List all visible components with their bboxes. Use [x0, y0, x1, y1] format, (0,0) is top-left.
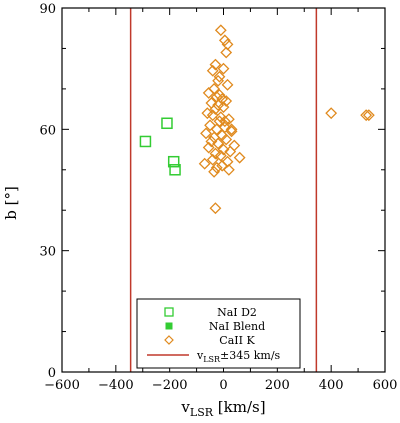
- data-point: [213, 70, 226, 83]
- legend-symbol-nai-d2: [164, 307, 174, 317]
- legend-label-nai-blend: NaI Blend: [209, 320, 265, 333]
- data-point: [233, 151, 246, 164]
- data-point: [217, 101, 230, 114]
- data-point: [218, 34, 231, 47]
- legend-label-caii-k: CaII K: [219, 334, 255, 347]
- data-point: [209, 58, 222, 71]
- data-point: [220, 133, 233, 146]
- legend-label-nai-d2: NaI D2: [217, 306, 257, 319]
- x-axis-title-rest: [km/s]: [213, 398, 266, 416]
- data-point: [216, 159, 229, 172]
- legend-box: [136, 298, 301, 369]
- data-point: [218, 115, 231, 128]
- data-point: [362, 109, 375, 122]
- axes: −600 −400 −200 0 200 400 600 0 30 60 90: [39, 2, 397, 393]
- data-point: [206, 64, 219, 77]
- data-point: [225, 125, 238, 138]
- data-point: [204, 119, 216, 132]
- data-point: [209, 202, 222, 215]
- legend-label-vlsr: vLSR±345 km/s: [196, 349, 281, 364]
- legend-symbol-caii-k: [164, 335, 174, 345]
- data-point: [167, 155, 180, 168]
- x-tick-label: −200: [152, 378, 188, 393]
- data-point: [161, 117, 173, 130]
- data-point: [222, 163, 235, 176]
- x-axis-title-sub: LSR: [190, 406, 214, 419]
- y-tick-label: 0: [48, 366, 56, 381]
- data-point: [214, 149, 227, 162]
- x-tick-label: −400: [98, 378, 134, 393]
- data-point: [220, 95, 233, 107]
- data-point: [206, 109, 219, 122]
- data-point: [212, 137, 225, 150]
- data-point: [360, 109, 373, 122]
- x-tick-label: 200: [265, 378, 290, 393]
- x-axis-title: vLSR [km/s]: [180, 398, 265, 419]
- data-point: [139, 135, 152, 148]
- x-tick-label: 0: [219, 378, 227, 393]
- data-point: [169, 164, 181, 176]
- data-point: [212, 74, 225, 87]
- data-point: [325, 107, 338, 120]
- data-point: [202, 141, 215, 154]
- data-point: [206, 153, 219, 166]
- data-point: [200, 127, 212, 140]
- data-point: [225, 123, 238, 136]
- legend-symbol-nai-blend: [165, 322, 173, 330]
- data-point: [202, 87, 215, 99]
- data-point: [224, 145, 237, 158]
- data-point: [214, 24, 227, 37]
- data-point: [208, 165, 220, 178]
- data-point: [217, 143, 230, 156]
- data-points: [139, 24, 375, 215]
- data-point: [213, 89, 226, 101]
- data-point: [228, 139, 241, 152]
- x-tick-label: −600: [44, 378, 80, 393]
- y-tick-label: 90: [39, 2, 56, 17]
- x-axis-title-main: v: [180, 398, 190, 416]
- data-point: [198, 157, 211, 170]
- data-point: [209, 103, 222, 116]
- data-point: [210, 161, 223, 174]
- data-point: [220, 46, 233, 59]
- y-axis-title: b [°]: [2, 186, 20, 220]
- y-tick-label: 60: [39, 123, 56, 138]
- data-point: [205, 135, 218, 148]
- x-tick-label: 600: [373, 378, 398, 393]
- x-tick-label: 400: [319, 378, 344, 393]
- data-point: [217, 62, 230, 75]
- y-tick-label: 30: [39, 245, 56, 260]
- data-point: [221, 78, 234, 91]
- reference-lines: [129, 8, 318, 372]
